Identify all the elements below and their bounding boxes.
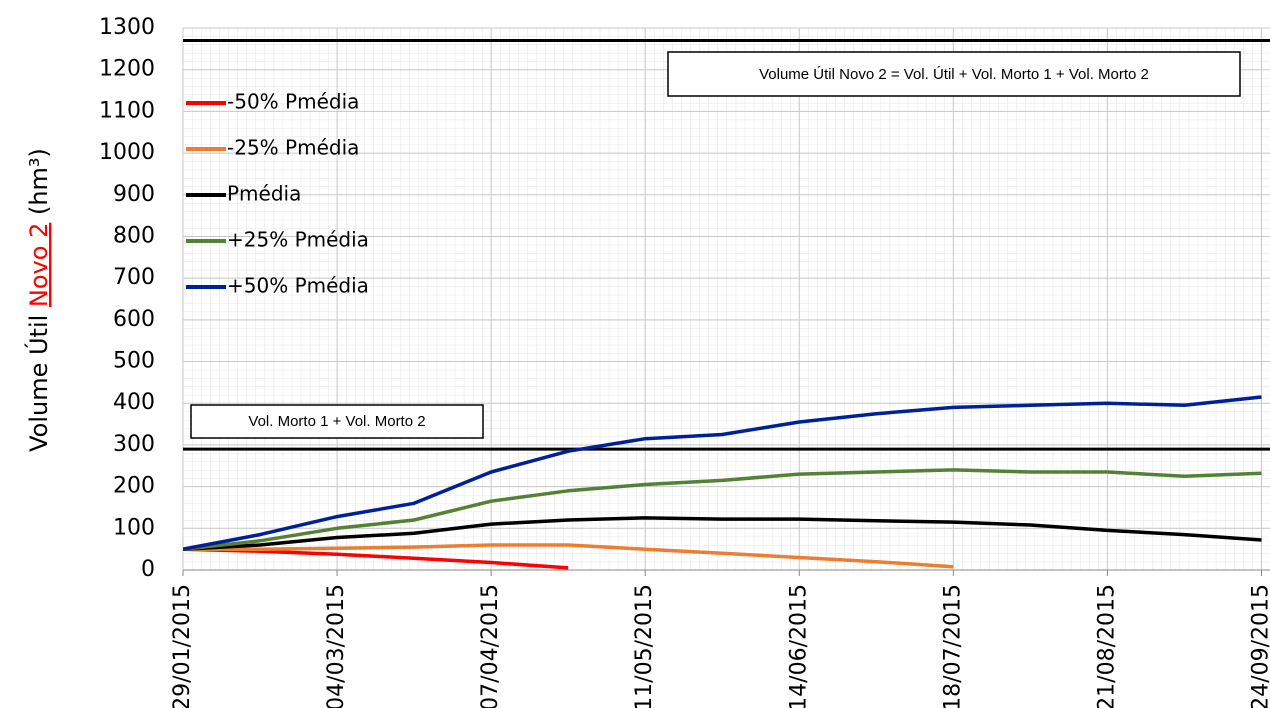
- y-axis-label: Volume Útil Novo 2 (hm³): [23, 148, 53, 452]
- y-tick-label: 1100: [99, 98, 155, 123]
- y-tick-label: 200: [113, 474, 155, 499]
- legend-label: +50% Pmédia: [227, 274, 369, 298]
- y-label-part: Novo 2: [25, 223, 53, 307]
- x-tick-label: 11/05/2015: [632, 584, 657, 708]
- y-tick-label: 1000: [99, 140, 155, 165]
- series-line: [183, 543, 954, 569]
- legend-label: +25% Pmédia: [227, 228, 369, 252]
- x-tick-label: 14/06/2015: [786, 584, 811, 708]
- foreground: 0 100 200 300 400 500 600 700 800 900 1000 1100 1200…: [99, 15, 1270, 708]
- x-tick-label: 04/03/2015: [324, 584, 349, 708]
- legend-label: -25% Pmédia: [227, 136, 359, 160]
- series-line: [183, 395, 1262, 551]
- y-tick-label: 500: [113, 349, 155, 374]
- series-line: [183, 516, 1262, 551]
- y-tick-label: 0: [141, 557, 155, 582]
- plot: [183, 395, 1262, 570]
- y-tick-label: 300: [113, 432, 155, 457]
- grid: [182, 27, 1270, 571]
- annotation-box: [667, 51, 1241, 97]
- x-tick-label: 18/07/2015: [940, 584, 965, 708]
- y-tick-label: 700: [113, 265, 155, 290]
- annotation-box: [190, 404, 484, 439]
- y-tick-label: 600: [113, 307, 155, 332]
- y-label-part: Volume Útil: [23, 307, 53, 452]
- annotation: Volume Útil Novo 2 = Vol. Útil + Vol. Mo…: [759, 66, 1149, 83]
- x-tick-label: 07/04/2015: [478, 584, 503, 708]
- y-tick-label: 1300: [99, 15, 155, 40]
- series-line: [183, 468, 1262, 551]
- x-tick-label: 24/09/2015: [1248, 584, 1270, 708]
- legend-label: Pmédia: [227, 182, 301, 206]
- x-tick-label: 21/08/2015: [1094, 584, 1119, 708]
- y-tick-label: 100: [113, 515, 155, 540]
- legend-label: -50% Pmédia: [227, 90, 359, 114]
- y-tick-label: 1200: [99, 57, 155, 82]
- x-tick-label: 29/01/2015: [170, 584, 195, 708]
- y-tick-label: 800: [113, 223, 155, 248]
- y-tick-label: 400: [113, 390, 155, 415]
- y-label-part: (hm³): [25, 148, 53, 223]
- annotation: Vol. Morto 1 + Vol. Morto 2: [248, 413, 425, 430]
- y-tick-label: 900: [113, 182, 155, 207]
